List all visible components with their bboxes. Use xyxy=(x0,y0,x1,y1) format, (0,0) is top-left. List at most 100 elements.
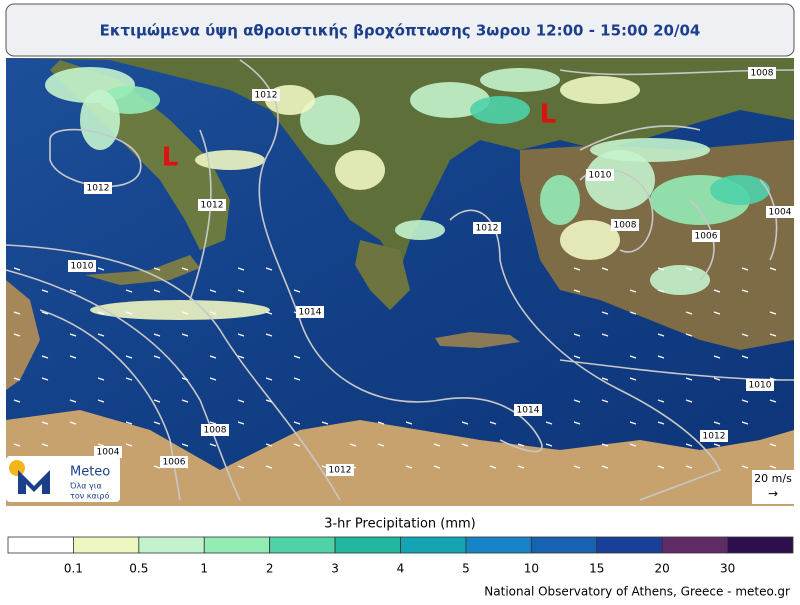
wind-arrow xyxy=(601,333,609,337)
wind-arrow xyxy=(629,311,637,315)
wind-arrow xyxy=(685,311,693,315)
wind-arrow xyxy=(769,333,777,337)
isobar xyxy=(689,199,715,281)
wind-arrow xyxy=(517,465,525,469)
wind-arrow xyxy=(13,399,21,403)
wind-arrow xyxy=(601,311,609,315)
wind-arrow xyxy=(713,355,721,359)
legend-tick-label: 2 xyxy=(266,562,274,576)
wind-arrow xyxy=(97,399,105,403)
wind-arrow xyxy=(657,289,665,293)
legend-tick-label: 3 xyxy=(331,562,339,576)
wind-arrow xyxy=(713,421,721,425)
logo-name: Meteo xyxy=(70,465,110,480)
legend-swatch xyxy=(530,536,598,554)
wind-arrow xyxy=(629,377,637,381)
wind-arrow xyxy=(97,443,105,447)
wind-arrow xyxy=(685,377,693,381)
land-crete xyxy=(435,332,520,348)
isobar xyxy=(49,128,142,188)
isobar-label-bg xyxy=(746,379,774,391)
isobar-label: 1010 xyxy=(71,262,94,272)
wind-arrow xyxy=(209,443,217,447)
wind-arrow xyxy=(769,465,777,469)
isobar-label-bg xyxy=(252,89,280,101)
wind-arrow xyxy=(433,465,441,469)
wind-arrow xyxy=(489,421,497,425)
wind-arrow xyxy=(181,333,189,337)
wind-arrow xyxy=(769,267,777,271)
wind-arrow xyxy=(293,289,301,293)
wind-arrow xyxy=(265,443,273,447)
wind-arrows xyxy=(13,267,777,469)
isobar-label-bg xyxy=(514,404,542,416)
wind-arrow xyxy=(769,399,777,403)
legend-swatch xyxy=(138,536,205,554)
isobar xyxy=(579,125,701,151)
wind-arrow xyxy=(41,421,49,425)
isobar-label-bg xyxy=(692,230,720,242)
precip-area xyxy=(560,220,620,260)
wind-arrow xyxy=(573,355,581,359)
wind-arrow xyxy=(629,421,637,425)
wind-arrow xyxy=(181,377,189,381)
map: 1008 1012 1012 1012 1010 1014 1012 1010 1008 1006… xyxy=(5,58,795,506)
wind-arrow xyxy=(237,333,245,337)
isobar-label: 1004 xyxy=(97,448,120,458)
wind-arrow xyxy=(657,355,665,359)
wind-arrow xyxy=(657,267,665,271)
isobar-label-bg xyxy=(766,206,794,218)
wind-arrow xyxy=(741,421,749,425)
wind-arrow xyxy=(293,377,301,381)
wind-arrow xyxy=(41,289,49,293)
wind-arrow xyxy=(601,267,609,271)
precip-area xyxy=(300,95,360,145)
legend-tick-label: 4 xyxy=(397,562,405,576)
isobar-label: 1014 xyxy=(299,308,322,318)
wind-arrow xyxy=(125,443,133,447)
wind-arrow xyxy=(265,377,273,381)
wind-arrow xyxy=(685,399,693,403)
wind-arrow xyxy=(573,289,581,293)
wind-arrow xyxy=(97,267,105,271)
isobar-label: 1012 xyxy=(87,184,110,194)
land-north xyxy=(6,58,794,270)
wind-arrow xyxy=(517,443,525,447)
legend-swatch xyxy=(7,536,74,554)
isobar-label: 1004 xyxy=(769,208,792,218)
wind-arrow xyxy=(601,377,609,381)
legend-tick-label: 15 xyxy=(589,562,604,576)
isobar-label: 1008 xyxy=(614,221,637,231)
legend-tick-label: 20 xyxy=(655,562,670,576)
land-tunisia xyxy=(6,280,40,390)
wind-arrow xyxy=(685,333,693,337)
wind-arrow xyxy=(13,443,21,447)
wind-arrow xyxy=(237,355,245,359)
wind-arrow xyxy=(41,311,49,315)
wind-arrow xyxy=(209,311,217,315)
wind-arrow xyxy=(237,399,245,403)
legend-tick-label: 30 xyxy=(720,562,735,576)
credit: National Observatory of Athens, Greece -… xyxy=(484,585,790,599)
logo-sun xyxy=(9,460,25,476)
legend-swatch xyxy=(73,536,140,554)
precip-area xyxy=(710,175,770,205)
wind-arrow xyxy=(741,399,749,403)
wind-arrow xyxy=(69,289,77,293)
legend-swatch xyxy=(269,536,336,554)
isobar-label-bg xyxy=(201,424,229,436)
wind-arrow xyxy=(125,421,133,425)
wind-arrow xyxy=(349,443,357,447)
legend-tick-label: 0.5 xyxy=(129,562,148,576)
wind-arrow xyxy=(293,355,301,359)
wind-arrow xyxy=(461,443,469,447)
wind-arrow xyxy=(41,355,49,359)
wind-arrow xyxy=(181,267,189,271)
title-box xyxy=(5,3,795,57)
land-peloponnese xyxy=(355,240,410,310)
wind-arrow xyxy=(125,289,133,293)
logo-tagline: Όλα για xyxy=(69,481,102,491)
legend-tick-label: 5 xyxy=(462,562,470,576)
